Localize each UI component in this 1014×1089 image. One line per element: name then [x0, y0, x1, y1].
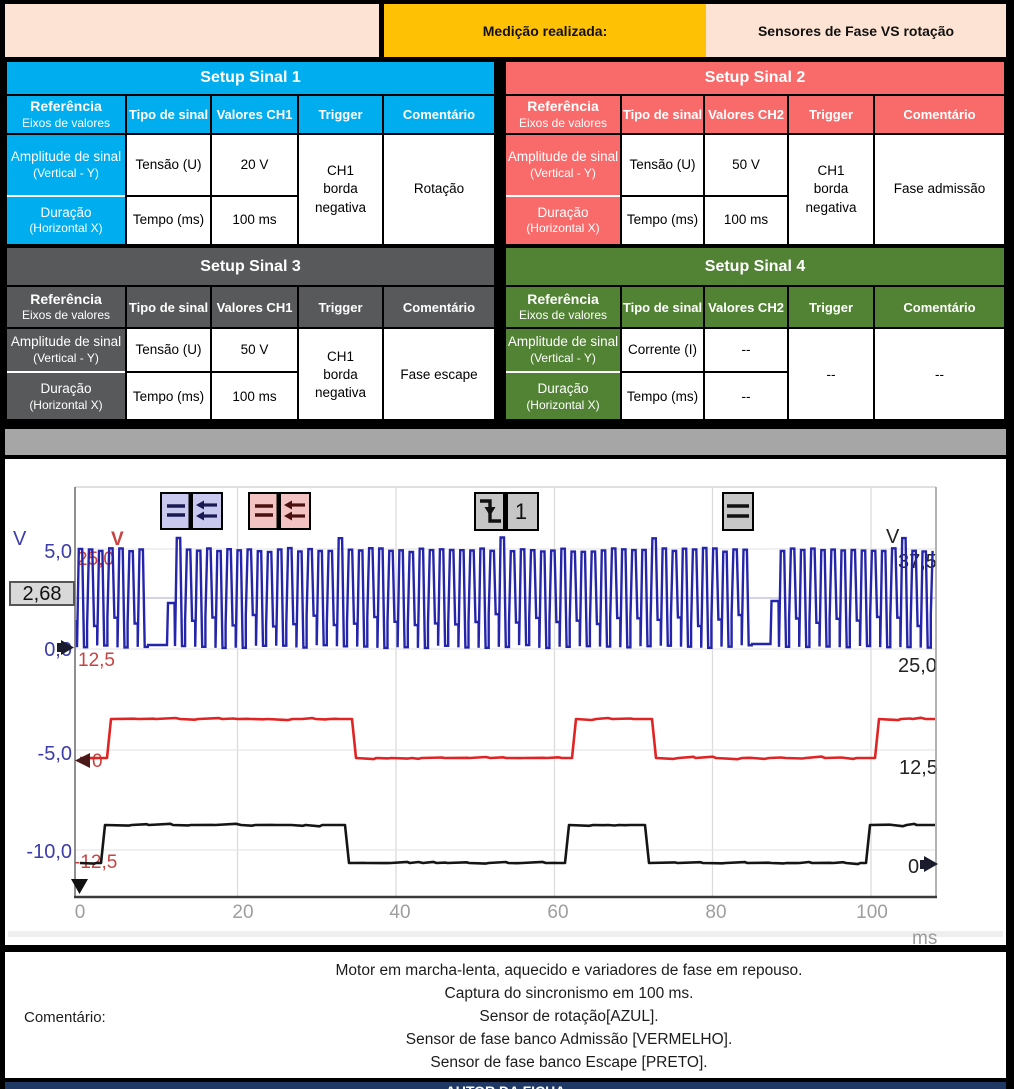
svg-text:1: 1 [515, 499, 527, 524]
